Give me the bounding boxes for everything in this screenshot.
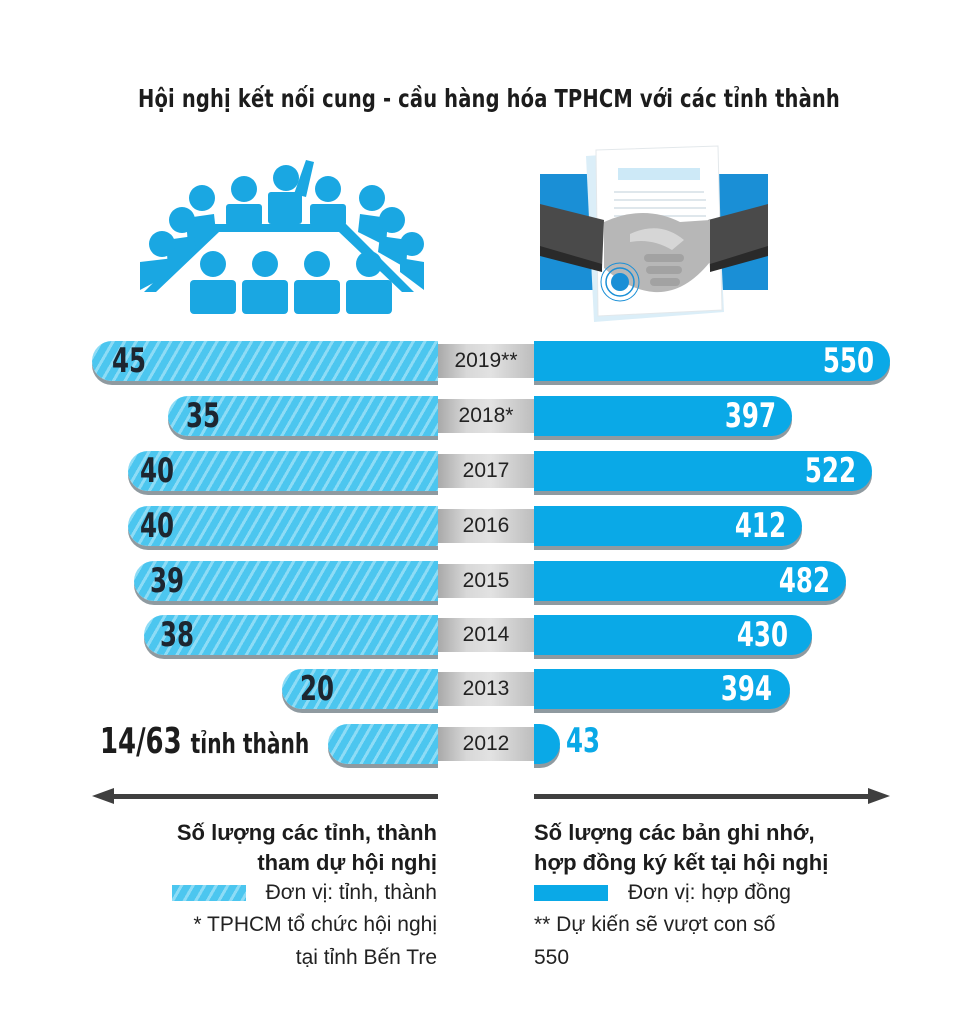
contracts-bar <box>534 396 792 436</box>
participants-bar <box>128 451 438 491</box>
legend-heading: hợp đồng ký kết tại hội nghị <box>534 850 829 875</box>
participants-value: 40 <box>140 506 175 546</box>
arrow-right-icon <box>868 788 890 804</box>
participants-count: 14/63 <box>100 721 182 762</box>
contracts-value: 397 <box>724 396 776 436</box>
participants-bar <box>282 669 438 709</box>
legend-unit: Đơn vị: tỉnh, thành <box>265 881 437 904</box>
participants-unit: tỉnh thành <box>190 727 310 760</box>
contracts-bar <box>534 561 846 601</box>
legend-note: 550 <box>534 946 570 969</box>
legend-contracts: Số lượng các bản ghi nhớ, hợp đồng ký kế… <box>534 818 894 974</box>
bar-row-2016: 40 2016 412 <box>0 506 978 552</box>
participants-value: 39 <box>150 561 185 601</box>
solid-swatch-icon <box>534 885 608 901</box>
contracts-value: 430 <box>736 615 788 655</box>
hatched-swatch-icon <box>171 885 246 901</box>
contracts-bar <box>534 669 790 709</box>
participants-value-2012: 14/63 tỉnh thành <box>100 720 309 766</box>
contracts-value: 550 <box>822 341 874 381</box>
legend-note: tại tỉnh Bến Tre <box>295 946 437 969</box>
participants-bar <box>168 396 438 436</box>
year-label: 2013 <box>438 672 534 706</box>
contracts-value: 412 <box>734 506 786 546</box>
year-label: 2017 <box>438 454 534 488</box>
legend-heading: Số lượng các tỉnh, thành <box>176 820 437 845</box>
contracts-bar <box>534 341 890 381</box>
legend-heading: Số lượng các bản ghi nhớ, <box>534 820 815 845</box>
meeting-table-icon <box>140 160 424 314</box>
legend-unit: Đơn vị: hợp đồng <box>628 881 791 904</box>
contracts-bar <box>534 724 560 764</box>
participants-value: 35 <box>186 396 221 436</box>
bar-row-2012: 2012 <box>0 724 978 770</box>
legend-unit-row: Đơn vị: tỉnh, thành <box>100 878 437 908</box>
left-arrow <box>92 788 438 804</box>
legend-note: ** Dự kiến sẽ vượt con số <box>534 913 776 936</box>
participants-value: 40 <box>140 451 175 491</box>
bar-row-2019: 45 2019** 550 <box>0 341 978 387</box>
year-label: 2018* <box>438 399 534 433</box>
participants-value: 20 <box>300 669 335 709</box>
contracts-bar <box>534 615 812 655</box>
year-label: 2015 <box>438 564 534 598</box>
bar-row-2013: 20 2013 394 <box>0 669 978 715</box>
participants-value: 38 <box>160 615 195 655</box>
arrow-left-icon <box>92 788 114 804</box>
right-arrow <box>534 788 890 804</box>
legend-heading: tham dự hội nghị <box>257 850 437 875</box>
legend-note: * TPHCM tổ chức hội nghị <box>193 913 437 936</box>
year-label: 2016 <box>438 509 534 543</box>
participants-bar <box>128 506 438 546</box>
contracts-value: 482 <box>778 561 830 601</box>
legend-unit-row: Đơn vị: hợp đồng <box>534 878 894 908</box>
bar-row-2018: 35 2018* 397 <box>0 396 978 442</box>
year-label: 2014 <box>438 618 534 652</box>
participants-bar <box>144 615 438 655</box>
legend-participants: Số lượng các tỉnh, thành tham dự hội ngh… <box>100 818 437 974</box>
contracts-value: 522 <box>804 451 856 491</box>
bar-row-2014: 38 2014 430 <box>0 615 978 661</box>
chart-title: Hội nghị kết nối cung - cầu hàng hóa TPH… <box>138 84 840 113</box>
participants-bar <box>92 341 438 381</box>
participants-bar <box>134 561 438 601</box>
year-label: 2012 <box>438 727 534 761</box>
contracts-bar <box>534 506 802 546</box>
year-label: 2019** <box>438 344 534 378</box>
bar-row-2017: 40 2017 522 <box>0 451 978 497</box>
contracts-bar <box>534 451 872 491</box>
participants-bar <box>328 724 438 764</box>
contracts-value-2012: 43 <box>566 721 601 761</box>
bar-row-2015: 39 2015 482 <box>0 561 978 607</box>
participants-value: 45 <box>112 341 147 381</box>
handshake-contract-icon <box>540 145 768 322</box>
contracts-value: 394 <box>720 669 772 709</box>
